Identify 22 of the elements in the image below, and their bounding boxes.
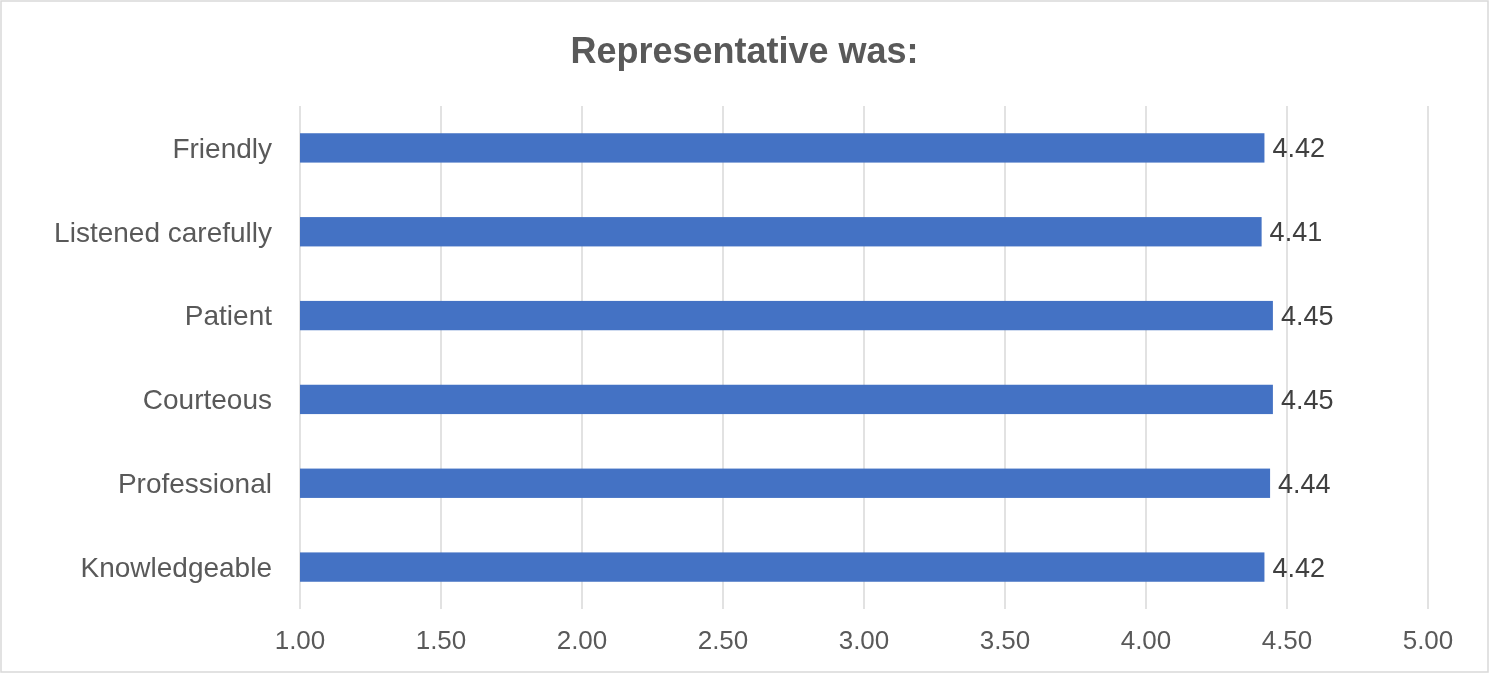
x-tick-label: 3.00 — [838, 625, 890, 656]
data-label: 4.42 — [1272, 133, 1325, 164]
x-tick-label: 1.00 — [274, 625, 326, 656]
y-tick-label: Listened carefully — [54, 216, 272, 248]
y-tick-label: Friendly — [172, 132, 272, 164]
x-tick-label: 2.50 — [697, 625, 749, 656]
x-tick-label: 3.50 — [979, 625, 1031, 656]
x-tick-label: 2.00 — [556, 625, 608, 656]
y-tick-label: Knowledgeable — [80, 551, 272, 583]
data-label: 4.41 — [1269, 217, 1323, 248]
x-tick-label: 4.00 — [1120, 625, 1172, 656]
x-tick-label: 5.00 — [1402, 625, 1454, 656]
y-tick-label: Professional — [117, 468, 272, 500]
data-label: 4.44 — [1278, 468, 1331, 499]
chart-title: Representative was: — [570, 29, 919, 71]
data-label: 4.45 — [1280, 301, 1334, 332]
x-tick-label: 1.50 — [415, 625, 467, 656]
y-tick-label: Courteous — [142, 384, 272, 416]
data-label: 4.45 — [1280, 384, 1334, 415]
data-label: 4.42 — [1272, 552, 1325, 583]
y-tick-label: Patient — [184, 300, 273, 332]
x-tick-label: 4.50 — [1261, 625, 1313, 656]
